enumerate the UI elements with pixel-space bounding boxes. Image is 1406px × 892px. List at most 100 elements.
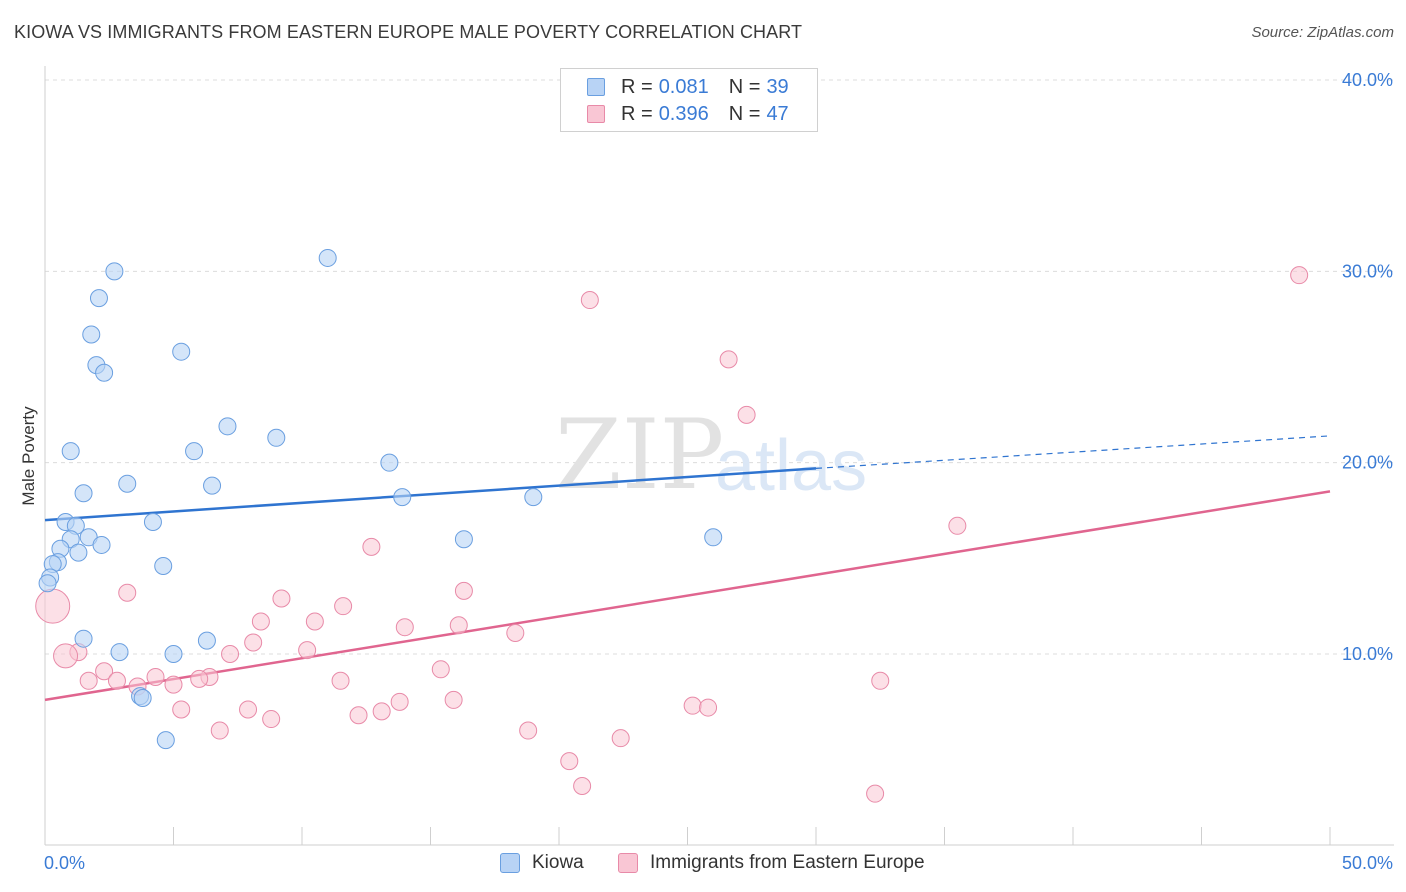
legend-label-immigrants: Immigrants from Eastern Europe: [650, 852, 925, 873]
point-immigrants: [262, 710, 281, 729]
y-tick-label: 40.0%: [1342, 70, 1393, 90]
point-immigrants: [244, 633, 263, 652]
axes: [44, 66, 1394, 846]
point-kiowa: [89, 289, 108, 308]
point-kiowa: [118, 474, 137, 493]
point-immigrants: [737, 405, 756, 424]
point-immigrants: [454, 581, 473, 600]
point-immigrants: [519, 721, 538, 740]
point-kiowa: [92, 535, 111, 554]
legend-row-kiowa: R = 0.081 N = 39: [587, 75, 789, 99]
point-immigrants: [35, 588, 71, 624]
legend-r-value-immigrants: 0.396: [658, 102, 709, 125]
point-immigrants: [683, 696, 702, 715]
point-immigrants: [560, 752, 579, 771]
point-immigrants: [719, 350, 738, 369]
point-immigrants: [172, 700, 191, 719]
legend-swatch-immigrants: [618, 853, 638, 873]
point-immigrants: [506, 623, 525, 642]
point-kiowa: [156, 731, 175, 750]
x-tick-label: 50.0%: [1342, 853, 1393, 873]
point-immigrants: [395, 618, 414, 637]
y-axis-title: Male Poverty: [19, 406, 38, 506]
legend-n-value-kiowa: 39: [766, 75, 789, 98]
point-immigrants: [611, 729, 630, 748]
point-immigrants: [190, 669, 209, 688]
legend-r-label: R =: [621, 102, 653, 125]
x-tick-label: 0.0%: [44, 853, 85, 873]
point-immigrants: [699, 698, 718, 717]
point-immigrants: [164, 675, 183, 694]
y-tick-label: 10.0%: [1342, 644, 1393, 664]
grid-lines: [45, 79, 1394, 655]
point-immigrants: [362, 537, 381, 556]
legend-swatch-immigrants: [587, 105, 605, 123]
point-immigrants: [107, 671, 126, 690]
point-kiowa: [218, 417, 237, 436]
y-tick-label: 20.0%: [1342, 453, 1393, 473]
point-kiowa: [82, 325, 101, 344]
point-immigrants: [210, 721, 229, 740]
point-immigrants: [272, 589, 291, 608]
legend-item-immigrants[interactable]: Immigrants from Eastern Europe: [618, 852, 925, 874]
point-kiowa: [172, 342, 191, 361]
legend-swatch-kiowa: [500, 853, 520, 873]
data-points: [35, 248, 1309, 803]
watermark: ZIP atlas: [555, 399, 867, 511]
point-immigrants: [146, 667, 165, 686]
point-kiowa: [61, 442, 80, 461]
point-kiowa: [454, 530, 473, 549]
point-kiowa: [197, 631, 216, 650]
legend-n-label: N =: [728, 75, 761, 98]
legend-n-label: N =: [728, 102, 761, 125]
point-immigrants: [444, 690, 463, 709]
point-kiowa: [203, 476, 222, 495]
point-immigrants: [871, 671, 890, 690]
point-immigrants: [298, 641, 317, 660]
trend-lines: [44, 435, 1331, 702]
point-immigrants: [372, 702, 391, 721]
legend-row-immigrants: R = 0.396 N = 47: [587, 102, 789, 126]
point-kiowa: [38, 574, 57, 593]
stats-legend: R = 0.081 N = 39 R = 0.396 N = 47: [560, 68, 818, 132]
point-immigrants: [331, 671, 350, 690]
point-kiowa: [133, 689, 152, 708]
point-immigrants: [239, 700, 258, 719]
watermark-atlas: atlas: [715, 426, 867, 506]
point-kiowa: [267, 428, 286, 447]
point-immigrants: [1290, 266, 1309, 285]
point-immigrants: [948, 516, 967, 535]
point-immigrants: [53, 643, 79, 669]
point-kiowa: [95, 363, 114, 382]
point-immigrants: [305, 612, 324, 631]
point-kiowa: [318, 248, 337, 267]
y-tick-label: 30.0%: [1342, 261, 1393, 281]
point-kiowa: [74, 629, 93, 648]
point-immigrants: [118, 583, 137, 602]
legend-label-kiowa: Kiowa: [532, 852, 584, 873]
legend-r-label: R =: [621, 75, 653, 98]
trend-line-kiowa: [44, 467, 817, 522]
series-legend: Kiowa Immigrants from Eastern Europe: [0, 852, 1406, 878]
point-kiowa: [164, 645, 183, 663]
point-kiowa: [154, 556, 173, 575]
axis-labels: 10.0% 20.0% 30.0% 40.0% 0.0% 50.0% Male Povert…: [19, 70, 1393, 873]
watermark-zip: ZIP: [555, 399, 724, 511]
point-kiowa: [69, 543, 88, 562]
point-immigrants: [251, 612, 270, 631]
trend-line-immigrants: [44, 490, 1331, 702]
point-immigrants: [221, 645, 240, 663]
point-immigrants: [79, 671, 98, 690]
point-kiowa: [524, 488, 543, 507]
point-immigrants: [573, 777, 592, 796]
point-immigrants: [95, 662, 114, 681]
point-immigrants: [449, 616, 468, 635]
point-immigrants: [866, 784, 885, 803]
point-kiowa: [105, 262, 124, 281]
legend-item-kiowa[interactable]: Kiowa: [500, 852, 584, 874]
trend-line-kiowa-extension: [815, 435, 1331, 470]
chart-title: KIOWA VS IMMIGRANTS FROM EASTERN EUROPE …: [14, 22, 803, 42]
legend-swatch-kiowa: [587, 78, 605, 96]
point-kiowa: [393, 488, 412, 507]
